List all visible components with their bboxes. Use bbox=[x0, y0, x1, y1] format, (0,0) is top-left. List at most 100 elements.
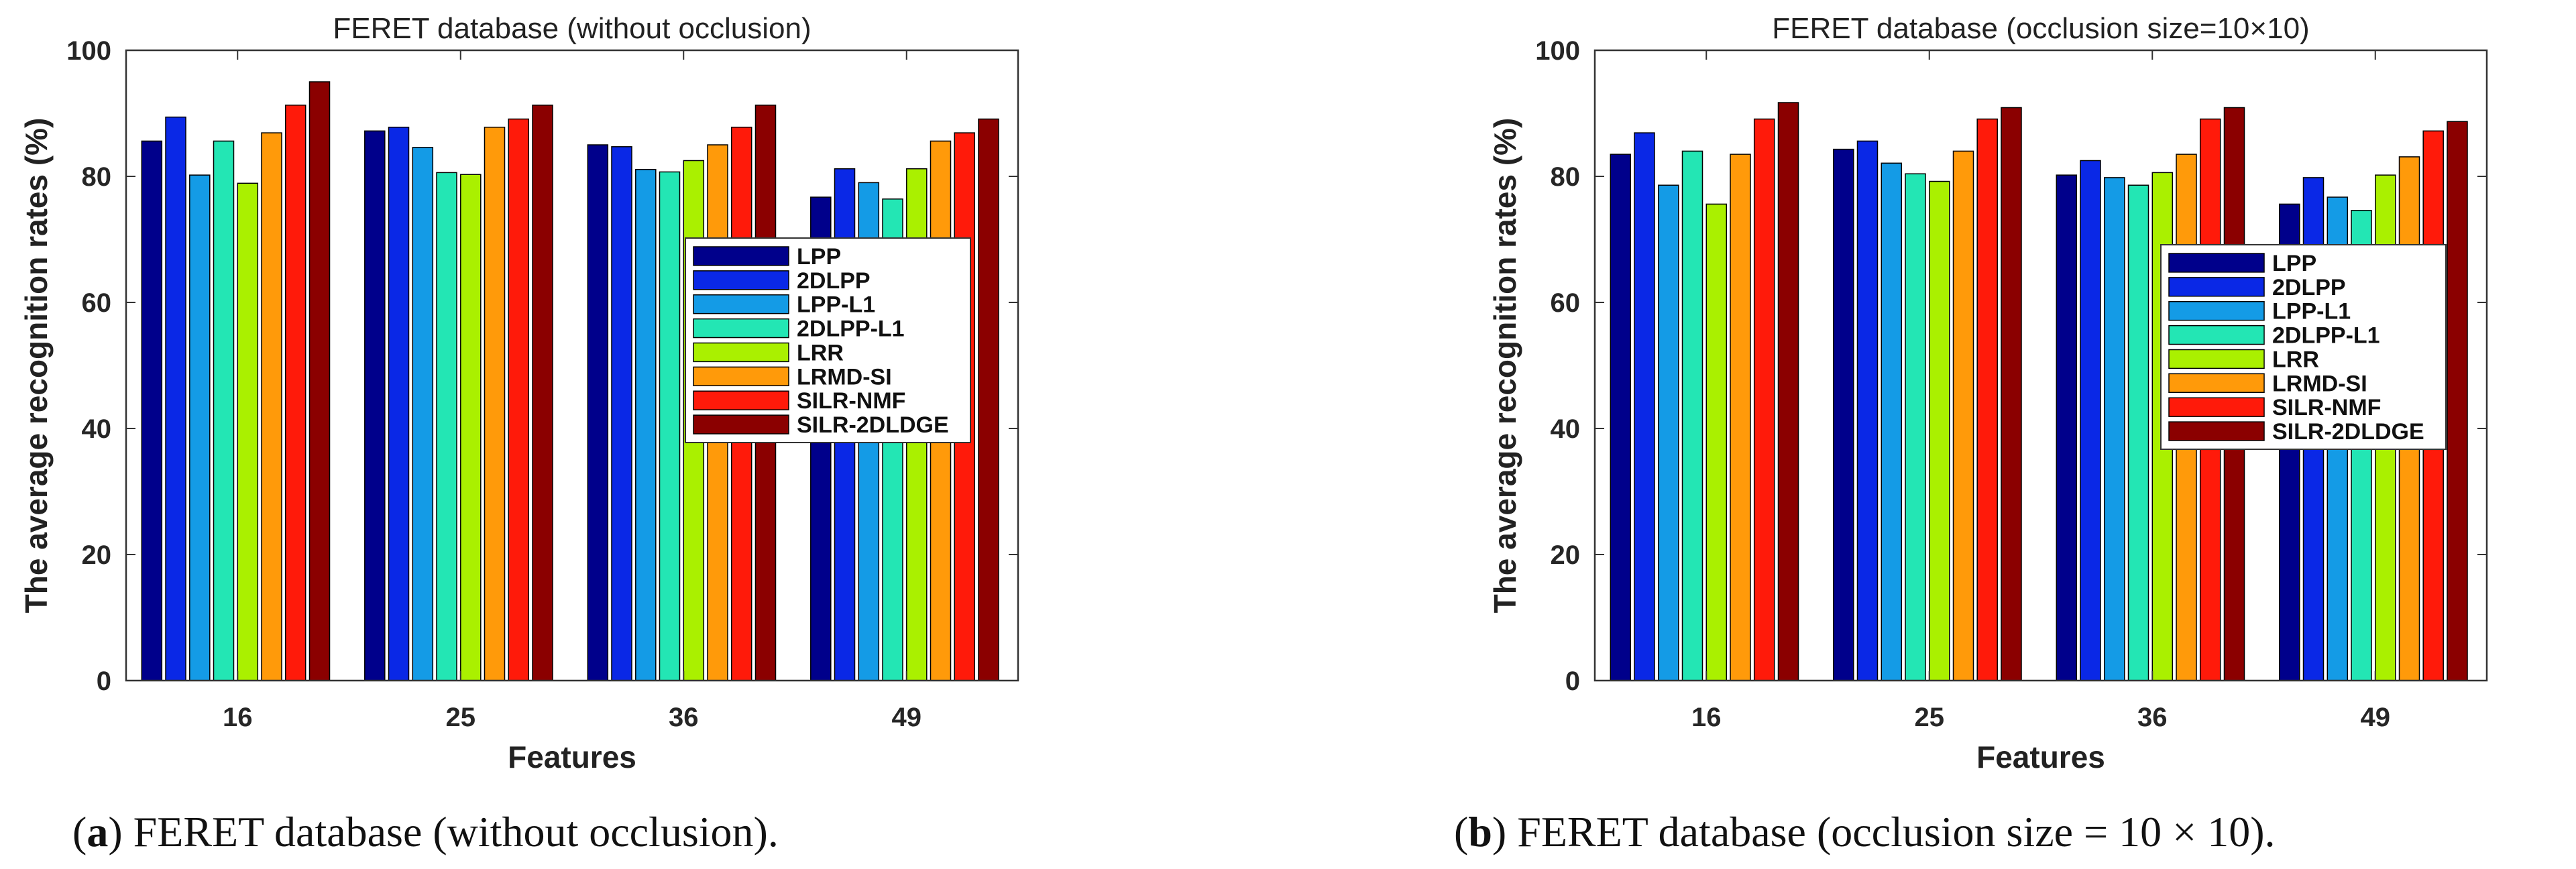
bar-lpp-l1-25 bbox=[412, 147, 434, 681]
x-tick-label: 16 bbox=[1691, 703, 1722, 732]
y-tick-label: 80 bbox=[82, 162, 112, 192]
bar-silr-2dldge-25 bbox=[2001, 107, 2022, 681]
y-tick-label: 60 bbox=[82, 288, 112, 318]
legend-swatch-lpp bbox=[693, 246, 789, 266]
x-tick-label: 36 bbox=[2137, 703, 2168, 732]
caption-paren-close: ) bbox=[108, 808, 133, 856]
bar-lpp-16 bbox=[1610, 154, 1632, 681]
legend-label-lrr: LRR bbox=[2272, 347, 2319, 372]
legend-swatch-lpp bbox=[2168, 253, 2265, 273]
bar-lrr-25 bbox=[460, 174, 482, 681]
y-tick-label: 0 bbox=[1565, 667, 1580, 696]
figure-caption: (b) FERET database (occlusion size = 10 … bbox=[1454, 808, 2276, 856]
legend-swatch-lrr bbox=[693, 342, 789, 363]
y-tick-label: 20 bbox=[82, 540, 112, 570]
legend-swatch-silr-nmf bbox=[2168, 397, 2265, 417]
bar-2dlpp-l1-25 bbox=[1905, 173, 1926, 681]
chart-2: 16 25 36 49 0 20 40 60 80 100 FERET database (occl… bbox=[1454, 12, 2488, 856]
bar-2dlpp-25 bbox=[1856, 140, 1879, 681]
y-tick-label: 100 bbox=[66, 36, 111, 66]
bar-lpp-16 bbox=[141, 140, 163, 681]
caption-paren-close: ) bbox=[1492, 808, 1517, 856]
bar-lrr-16 bbox=[1705, 203, 1728, 681]
legend-swatch-silr-nmf bbox=[693, 390, 789, 410]
legend: LPP2DLPPLPP-L12DLPP-L1LRRLRMD-SISILR-NMF… bbox=[685, 237, 971, 443]
legend-label-2dlpp: 2DLPP bbox=[797, 268, 871, 294]
bar-silr-nmf-25 bbox=[508, 118, 529, 681]
bar-2dlpp-l1-36 bbox=[2127, 184, 2149, 681]
bar-silr-2dldge-16 bbox=[1777, 102, 1799, 681]
bar-lrr-25 bbox=[1929, 180, 1950, 681]
chart-title: FERET database (occlusion size=10×10) bbox=[1772, 12, 2309, 45]
legend-label-lpp-l1: LPP-L1 bbox=[2272, 299, 2351, 325]
caption-text: FERET database (without occlusion). bbox=[133, 808, 779, 856]
y-tick-label: 100 bbox=[1535, 36, 1580, 66]
bar-2dlpp-l1-16 bbox=[213, 140, 235, 681]
legend-swatch-lpp-l1 bbox=[693, 294, 789, 314]
bar-2dlpp-l1-36 bbox=[659, 171, 681, 681]
bar-silr-2dldge-16 bbox=[309, 81, 331, 681]
bar-lpp-l1-16 bbox=[1658, 184, 1679, 681]
x-tick-label: 25 bbox=[446, 703, 476, 732]
caption-paren-open: ( bbox=[72, 808, 87, 856]
caption-letter: b bbox=[1468, 808, 1492, 856]
bar-silr-nmf-25 bbox=[1976, 118, 1998, 681]
x-tick-label: 25 bbox=[1915, 703, 1945, 732]
legend-label-2dlpp: 2DLPP bbox=[2272, 275, 2346, 300]
bar-lpp-25 bbox=[1833, 148, 1854, 681]
x-tick-label: 16 bbox=[223, 703, 253, 732]
bar-lrmd-si-16 bbox=[261, 132, 282, 681]
legend-label-lrmd-si: LRMD-SI bbox=[2272, 371, 2367, 396]
x-tick-label: 49 bbox=[892, 703, 922, 732]
x-axis-label: Features bbox=[1976, 740, 2105, 774]
bar-lpp-36 bbox=[587, 144, 609, 681]
legend-swatch-silr-2dldge bbox=[2168, 421, 2265, 441]
legend-label-silr-nmf: SILR-NMF bbox=[2272, 395, 2381, 420]
bar-2dlpp-16 bbox=[1634, 132, 1655, 681]
bar-2dlpp-l1-16 bbox=[1681, 150, 1703, 681]
bar-lrmd-si-25 bbox=[1952, 150, 1974, 681]
axes-box bbox=[125, 49, 1019, 682]
bar-2dlpp-25 bbox=[388, 126, 410, 681]
bar-silr-2dldge-25 bbox=[532, 105, 553, 681]
legend-label-silr-2dldge: SILR-2DLDGE bbox=[797, 412, 949, 438]
x-axis-label: Features bbox=[508, 740, 636, 774]
y-tick-label: 40 bbox=[1551, 414, 1581, 444]
bar-silr-2dldge-49 bbox=[978, 118, 999, 681]
caption-text: FERET database (occlusion size = 10 × 10… bbox=[1517, 808, 2275, 856]
legend-swatch-2dlpp-l1 bbox=[693, 318, 789, 339]
legend-swatch-lrmd-si bbox=[2168, 373, 2265, 393]
legend-swatch-2dlpp bbox=[693, 270, 789, 290]
legend-label-silr-nmf: SILR-NMF bbox=[797, 388, 905, 414]
legend-swatch-2dlpp-l1 bbox=[2168, 325, 2265, 345]
bar-2dlpp-36 bbox=[611, 146, 632, 681]
legend-label-lrr: LRR bbox=[797, 340, 844, 365]
y-tick-label: 20 bbox=[1551, 540, 1581, 570]
x-tick-label: 49 bbox=[2361, 703, 2391, 732]
legend-label-2dlpp-l1: 2DLPP-L1 bbox=[2272, 323, 2380, 349]
y-axis-label: The average recognition rates (%) bbox=[1488, 118, 1522, 614]
chart-title: FERET database (without occlusion) bbox=[333, 12, 811, 45]
caption-letter: a bbox=[87, 808, 108, 856]
axes-box bbox=[1593, 49, 2488, 682]
bar-2dlpp-l1-25 bbox=[436, 172, 457, 681]
bar-lrmd-si-25 bbox=[484, 126, 506, 681]
caption-paren-open: ( bbox=[1454, 808, 1468, 856]
chart-1: 16 25 36 49 0 20 40 60 80 100 FERET database (with… bbox=[19, 12, 1019, 856]
bar-2dlpp-36 bbox=[2080, 160, 2101, 681]
legend-swatch-lrmd-si bbox=[693, 366, 789, 386]
bar-lpp-l1-25 bbox=[1881, 162, 1903, 681]
bar-silr-nmf-16 bbox=[1753, 118, 1775, 681]
y-tick-label: 60 bbox=[1551, 288, 1581, 318]
bar-lpp-l1-36 bbox=[635, 168, 657, 681]
legend-label-lpp: LPP bbox=[2272, 251, 2316, 276]
bar-lpp-25 bbox=[364, 130, 386, 681]
x-tick-label: 36 bbox=[669, 703, 699, 732]
bar-2dlpp-16 bbox=[165, 116, 186, 681]
legend-swatch-lpp-l1 bbox=[2168, 301, 2265, 321]
bar-lrr-16 bbox=[237, 182, 259, 681]
bar-silr-2dldge-49 bbox=[2447, 121, 2468, 681]
legend-label-silr-2dldge: SILR-2DLDGE bbox=[2272, 419, 2424, 445]
